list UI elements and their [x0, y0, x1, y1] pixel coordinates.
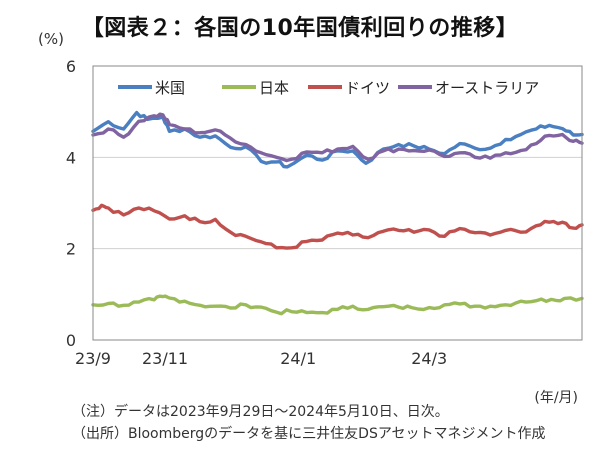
gridlines: [93, 156, 582, 250]
y-tick-label: 6: [66, 57, 76, 76]
axis-ticks: 0 2 4 6 23/9 23/11 24/1 24/3: [66, 57, 447, 368]
series-line-1: [91, 294, 584, 316]
legend-label: ドイツ: [345, 79, 390, 97]
y-axis-unit: (%): [38, 30, 64, 48]
series-lines: [91, 110, 584, 316]
x-tick-label: 24/3: [411, 349, 447, 368]
legend: 米国 日本 ドイツ オーストラリア: [118, 79, 539, 97]
series-line-2: [91, 203, 584, 250]
plot-frame: [92, 65, 583, 341]
footnote-source: （出所）Bloombergのデータを基に三井住友DSアセットマネジメント作成: [72, 426, 546, 442]
y-tick-label: 0: [66, 331, 76, 350]
x-axis-unit: (年/月): [534, 390, 578, 406]
x-tick-label: 23/11: [142, 349, 188, 368]
y-tick-label: 2: [66, 240, 76, 259]
x-tick-label: 23/9: [75, 349, 111, 368]
x-tick-label: 24/1: [280, 349, 316, 368]
footnote-data: （注）データは2023年9月29日～2024年5月10日、日次。: [72, 404, 449, 420]
legend-label: 米国: [155, 79, 185, 97]
legend-label: 日本: [259, 79, 289, 97]
y-tick-label: 4: [66, 148, 76, 167]
legend-label: オーストラリア: [435, 79, 539, 97]
series-line-3: [91, 112, 584, 163]
chart-title: 【図表２：各国の10年国債利回りの推移】: [81, 16, 519, 41]
